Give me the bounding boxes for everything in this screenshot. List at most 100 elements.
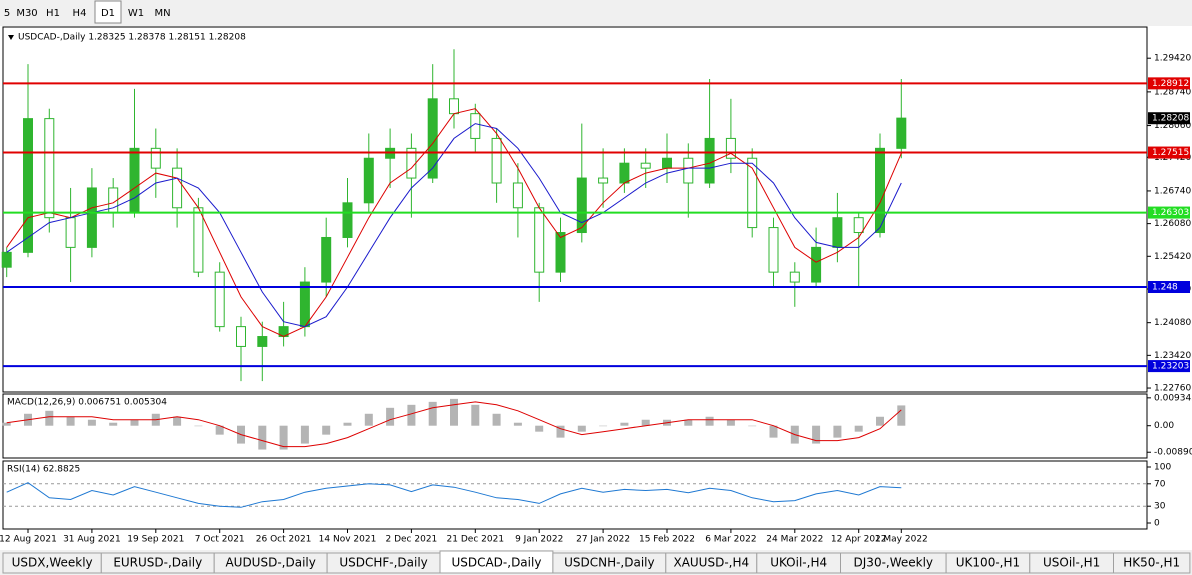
macd-bar (300, 425, 309, 444)
timeframe-button[interactable] (94, 0, 122, 24)
timeframe-label[interactable]: D1 (101, 8, 115, 19)
tab-label[interactable]: HK50-,H1 (1123, 556, 1180, 570)
x-tick-label: 24 Mar 2022 (766, 535, 823, 545)
y-tick-label: 1.28060 (1154, 121, 1191, 131)
tab-label[interactable]: USDX,Weekly (12, 556, 93, 570)
candle-body (491, 137, 502, 184)
timeframe-button[interactable] (149, 1, 176, 23)
level-label: 1.23203 (1152, 362, 1189, 372)
x-tick-label: 31 Aug 2021 (63, 535, 121, 545)
timeframe-button[interactable] (0, 1, 14, 23)
y-tick-label: 1.23420 (1154, 351, 1191, 361)
macd-bar (279, 425, 288, 450)
y-tick-label: 1.26080 (1154, 219, 1191, 229)
y-tick-label: -0.008902 (1154, 448, 1192, 458)
candle-body (598, 177, 609, 184)
candle-body (427, 98, 438, 179)
macd-bar (258, 425, 267, 450)
candle-body (44, 118, 55, 219)
toolbar (0, 0, 1192, 26)
candle-body (470, 113, 481, 139)
candle-body (236, 326, 246, 347)
timeframe-label[interactable]: H1 (46, 8, 60, 19)
tab-label[interactable]: XAUUSD-,H4 (673, 556, 749, 570)
candle-body (214, 271, 225, 328)
candle-body (555, 232, 566, 273)
candle-body (534, 207, 545, 273)
candle-body (299, 281, 310, 328)
y-tick-label: 1.26740 (1154, 186, 1191, 196)
candle-body (619, 162, 630, 184)
rsi-panel (2, 460, 1148, 530)
timeframe-button[interactable] (14, 1, 40, 23)
level-label: 1.28912 (1152, 79, 1189, 89)
y-tick-label: 0.009345 (1154, 393, 1192, 403)
x-tick-label: 26 Oct 2021 (256, 535, 312, 545)
macd-bar (322, 425, 331, 435)
tab-label[interactable]: UK100-,H1 (956, 556, 1020, 570)
macd-bar (876, 416, 884, 426)
macd-bar (2, 422, 11, 426)
macd-bar (513, 422, 522, 426)
candle-body (725, 137, 736, 159)
x-tick-label: 15 Feb 2022 (639, 535, 695, 545)
candle-body (811, 246, 822, 283)
timeframe-button[interactable] (66, 1, 93, 23)
macd-bar (407, 404, 416, 426)
y-tick-label: 1.24080 (1154, 318, 1191, 328)
timeframe-button[interactable] (123, 1, 149, 23)
macd-bar (748, 425, 757, 427)
candle-body (576, 177, 587, 234)
y-tick-label: 1.29420 (1154, 54, 1191, 64)
tab-label[interactable]: AUDUSD-,Daily (225, 556, 315, 570)
timeframe-label[interactable]: M30 (16, 8, 37, 19)
macd-signal (6, 401, 902, 448)
candle-body (257, 336, 268, 347)
rsi-header: RSI(14) 62.8825 (7, 465, 80, 475)
x-tick-label: 9 Jan 2022 (515, 535, 563, 545)
candle-body (640, 162, 651, 169)
candle-body (1, 251, 12, 268)
level-tag (1148, 206, 1190, 219)
tab[interactable] (1113, 552, 1191, 574)
candle-body (704, 137, 715, 184)
tab-label[interactable]: USDCAD-,Daily (451, 556, 541, 570)
chart-header: USDCAD-,Daily 1.28325 1.28378 1.28151 1.… (18, 33, 246, 43)
timeframe-label[interactable]: MN (154, 8, 170, 19)
timeframe-button[interactable] (40, 1, 66, 23)
tab-label[interactable]: DJ30-,Weekly (854, 556, 934, 570)
macd-bar (87, 419, 96, 426)
x-tick-label: 1 May 2022 (875, 535, 928, 545)
macd-bar (173, 416, 182, 426)
macd-bar (66, 416, 75, 426)
candle-body (321, 236, 332, 283)
macd-bar (897, 405, 906, 426)
candle-body (768, 227, 779, 273)
tab-label[interactable]: UKOil-,H4 (770, 556, 827, 570)
timeframe-label[interactable]: W1 (128, 8, 144, 19)
x-tick-label: 12 Aug 2021 (0, 535, 57, 545)
level-tag (1148, 146, 1190, 159)
macd-header: MACD(12,26,9) 0.006751 0.005304 (7, 398, 167, 408)
tab-label[interactable]: USDCNH-,Daily (564, 556, 655, 570)
tab-label[interactable]: USOil-,H1 (1043, 556, 1100, 570)
macd-panel (2, 393, 1148, 459)
candle-body (662, 157, 672, 169)
tab-label[interactable]: USDCHF-,Daily (339, 556, 427, 570)
candle-body (875, 147, 885, 234)
timeframe-label[interactable]: 5 (4, 8, 10, 19)
y-tick-label: 100 (1154, 463, 1171, 473)
macd-bar (769, 425, 778, 438)
macd-bar (620, 422, 629, 426)
candle-body (789, 271, 800, 283)
macd-bar (386, 407, 395, 426)
candle-body (512, 182, 523, 209)
candle-body (65, 217, 76, 248)
moving-average (6, 123, 902, 328)
candle-body (23, 118, 33, 253)
x-tick-label: 7 Oct 2021 (195, 535, 245, 545)
timeframe-label[interactable]: H4 (73, 8, 87, 19)
x-tick-label: 27 Jan 2022 (576, 535, 630, 545)
macd-bar (45, 410, 54, 426)
tab-label[interactable]: EURUSD-,Daily (113, 556, 202, 570)
